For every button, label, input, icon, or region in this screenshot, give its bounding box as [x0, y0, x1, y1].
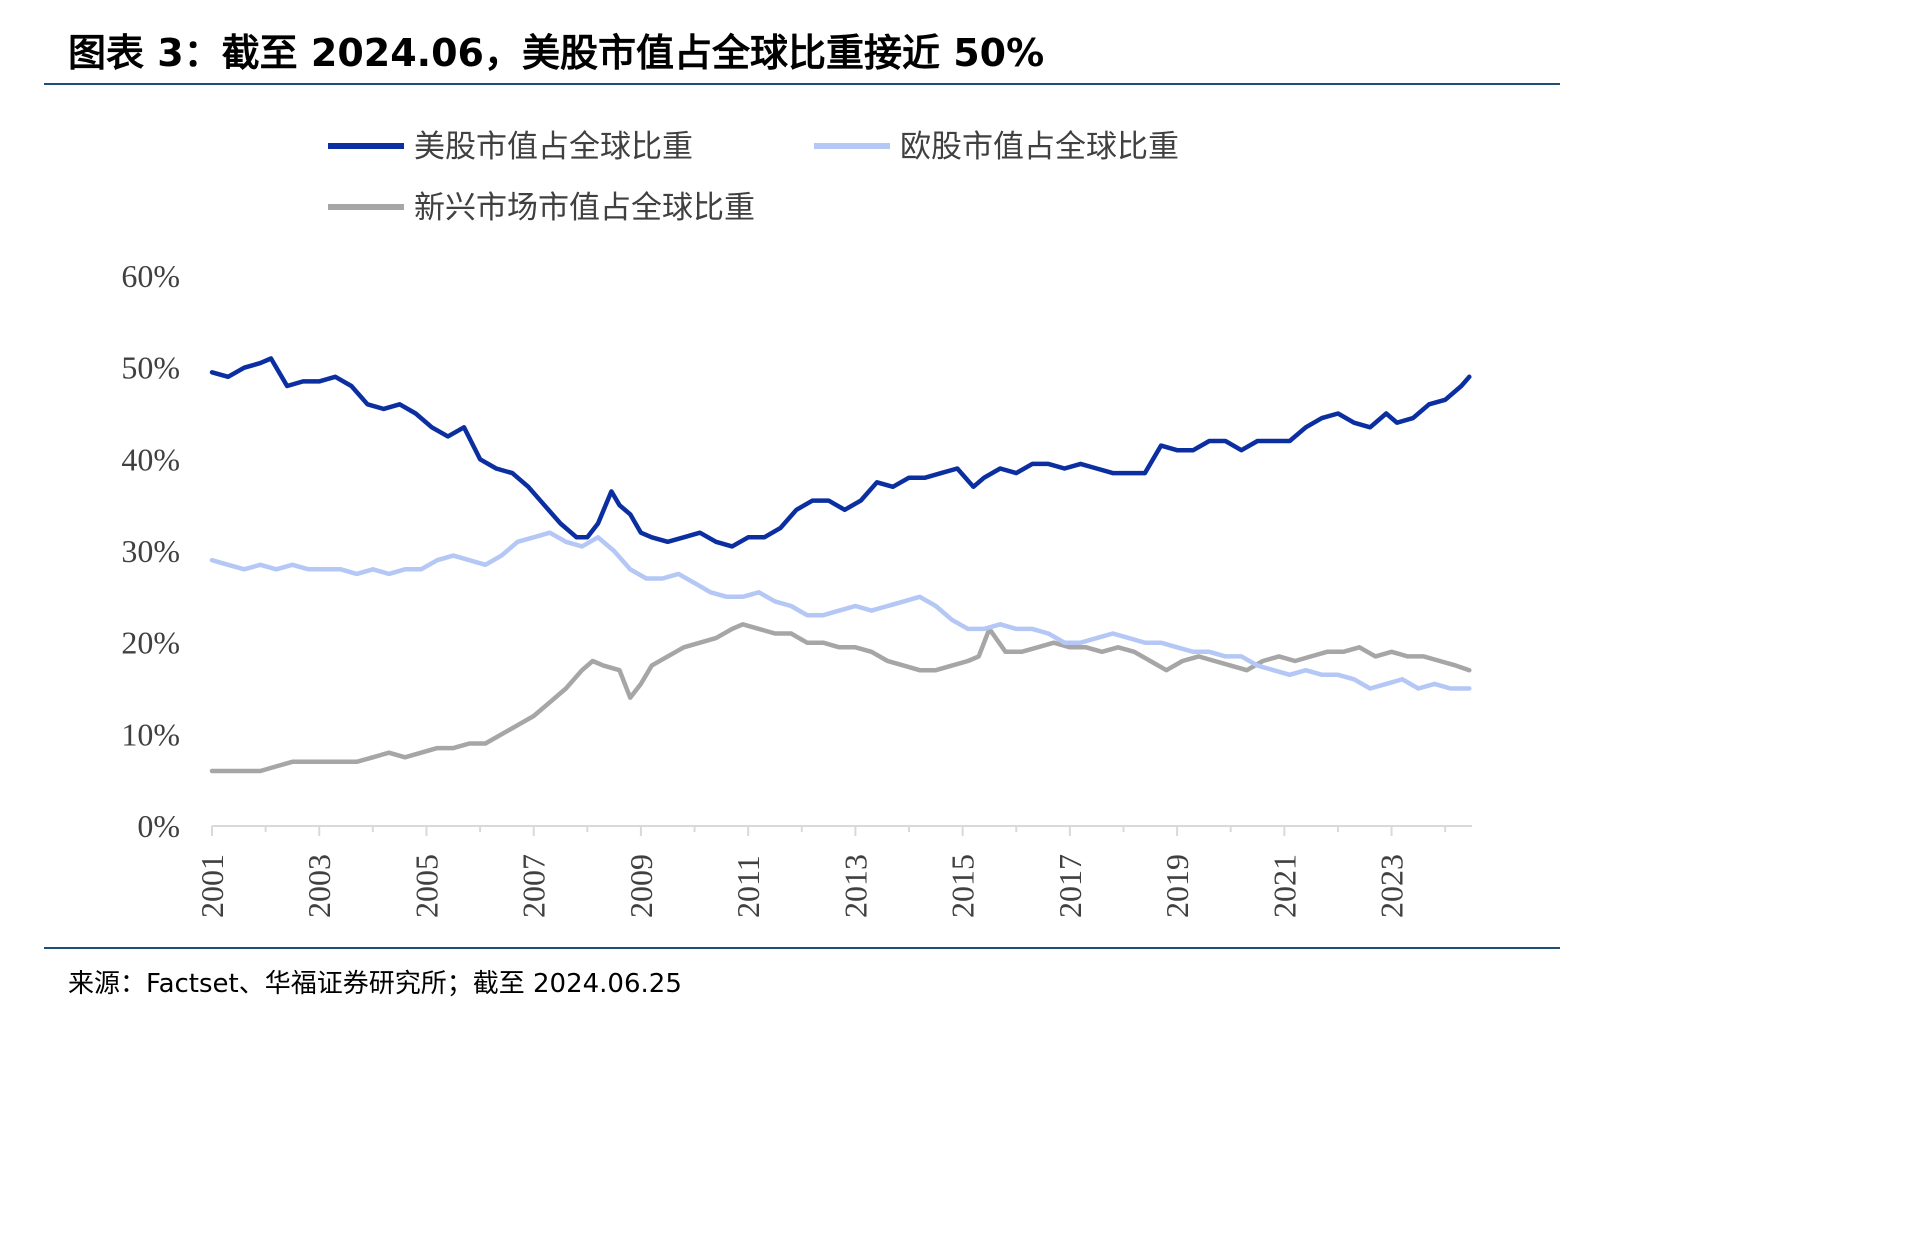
y-tick-label: 0% [137, 808, 180, 844]
y-tick-label: 20% [121, 625, 180, 661]
y-tick-label: 40% [121, 441, 180, 477]
source-note: 来源：Factset、华福证券研究所；截至 2024.06.25 [68, 969, 682, 999]
legend-item: 新兴市场市值占全球比重 [328, 190, 755, 226]
legend-item: 美股市值占全球比重 [328, 129, 693, 165]
y-tick-label: 10% [121, 716, 180, 752]
series-layer [209, 356, 1472, 774]
x-tick-label: 2019 [1159, 854, 1195, 918]
y-tick-label: 50% [121, 350, 180, 386]
chart-title: 图表 3：截至 2024.06，美股市值占全球比重接近 50% [68, 31, 1045, 75]
axes: 0% 10% 20% 30% 40% 50% 60% 2001 2003 2005 2007 2009… [121, 258, 1472, 918]
x-tick-label: 2003 [301, 854, 337, 918]
bottom-divider [44, 947, 1560, 949]
series-line [209, 356, 1472, 549]
x-tick-label: 2011 [730, 855, 766, 918]
legend-item: 欧股市值占全球比重 [814, 129, 1179, 165]
x-tick-label: 2023 [1374, 854, 1410, 918]
x-tick-label: 2007 [516, 854, 552, 918]
top-divider [44, 83, 1560, 85]
x-tick-label: 2015 [945, 854, 981, 918]
x-tick-label: 2005 [408, 854, 444, 918]
x-tick-label: 2001 [194, 854, 230, 918]
legend-label: 新兴市场市值占全球比重 [414, 190, 755, 226]
x-tick-label: 2021 [1266, 854, 1302, 918]
x-tick-label: 2013 [837, 854, 873, 918]
x-tick-label: 2017 [1052, 854, 1088, 918]
y-tick-label: 30% [121, 533, 180, 569]
series-line [209, 530, 1472, 691]
legend-label: 欧股市值占全球比重 [900, 129, 1179, 165]
series-line [209, 622, 1472, 774]
x-tick-label: 2009 [623, 854, 659, 918]
y-tick-label: 60% [121, 258, 180, 294]
legend-label: 美股市值占全球比重 [414, 129, 693, 165]
